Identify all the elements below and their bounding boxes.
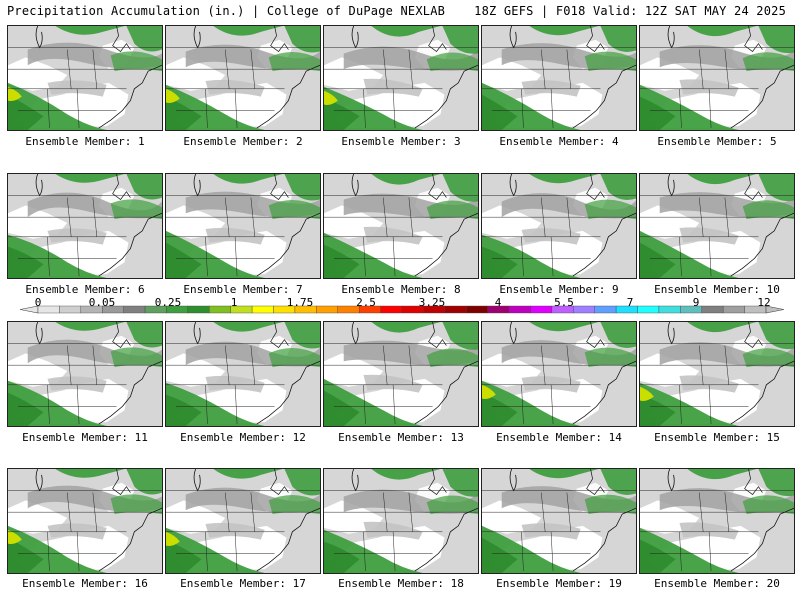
colorbar-tick-label: 1 (230, 296, 238, 309)
ensemble-member-label: Ensemble Member: 12 (180, 431, 306, 444)
ensemble-member-map (165, 173, 321, 279)
ensemble-member-map (323, 173, 479, 279)
ensemble-member-map (7, 321, 163, 427)
colorbar-bin (508, 305, 531, 314)
ensemble-member-map (7, 25, 163, 131)
colorbar-bin (59, 305, 82, 314)
colorbar-bin (444, 305, 467, 314)
colorbar-tick-label: 1.75 (286, 296, 314, 309)
ensemble-member-map (481, 321, 637, 427)
colorbar-bin (466, 305, 488, 314)
model-run-valid-time: 18Z GEFS | F018 Valid: 12Z SAT MAY 24 20… (474, 4, 786, 18)
ensemble-member-label: Ensemble Member: 10 (654, 283, 780, 296)
colorbar-tick-label: 3.25 (418, 296, 446, 309)
ensemble-member-label: Ensemble Member: 19 (496, 577, 622, 590)
colorbar-bin (123, 305, 146, 314)
ensemble-member-label: Ensemble Member: 11 (22, 431, 148, 444)
ensemble-member-label: Ensemble Member: 7 (183, 283, 303, 296)
ensemble-member-map (7, 468, 163, 574)
ensemble-member-map (639, 321, 795, 427)
colorbar-bin (316, 305, 338, 314)
colorbar-tick-label: 4 (494, 296, 502, 309)
ensemble-member-label: Ensemble Member: 14 (496, 431, 622, 444)
ensemble-member-label: Ensemble Member: 16 (22, 577, 148, 590)
ensemble-member-label: Ensemble Member: 13 (338, 431, 464, 444)
ensemble-member-label: Ensemble Member: 17 (180, 577, 306, 590)
ensemble-member-label: Ensemble Member: 1 (25, 135, 145, 148)
colorbar-tick-label: 12 (757, 296, 771, 309)
ensemble-member-label: Ensemble Member: 3 (341, 135, 461, 148)
ensemble-member-map (323, 25, 479, 131)
colorbar-tick-label: 5.5 (554, 296, 574, 309)
ensemble-member-label: Ensemble Member: 2 (183, 135, 303, 148)
ensemble-member-map (7, 173, 163, 279)
ensemble-member-map (165, 321, 321, 427)
map-title: Precipitation Accumulation (in.) | Colle… (7, 4, 446, 18)
colorbar-bin (722, 305, 745, 314)
ensemble-member-map (481, 468, 637, 574)
ensemble-member-label: Ensemble Member: 5 (657, 135, 777, 148)
ensemble-member-map (481, 25, 637, 131)
colorbar-bin (573, 305, 595, 314)
ensemble-member-label: Ensemble Member: 9 (499, 283, 619, 296)
colorbar-tick-label: 9 (692, 296, 700, 309)
ensemble-member-map (165, 25, 321, 131)
ensemble-member-label: Ensemble Member: 6 (25, 283, 145, 296)
colorbar-tick-label: 0.05 (88, 296, 116, 309)
ensemble-member-label: Ensemble Member: 15 (654, 431, 780, 444)
ensemble-member-map (323, 468, 479, 574)
ensemble-member-label: Ensemble Member: 4 (499, 135, 619, 148)
colorbar-bin (658, 305, 681, 314)
colorbar-tick-label: 0.25 (154, 296, 182, 309)
colorbar-bin (251, 305, 274, 314)
ensemble-member-label: Ensemble Member: 8 (341, 283, 461, 296)
colorbar-max-arrow (765, 305, 785, 314)
ensemble-member-map (165, 468, 321, 574)
colorbar-bin (594, 305, 617, 314)
colorbar-tick-label: 2.5 (356, 296, 376, 309)
ensemble-member-map (639, 468, 795, 574)
ensemble-member-map (639, 173, 795, 279)
colorbar-bin (209, 305, 231, 314)
colorbar-bin (701, 305, 724, 314)
colorbar-tick-label: 7 (626, 296, 634, 309)
ensemble-member-map (481, 173, 637, 279)
colorbar-bin (637, 305, 660, 314)
ensemble-member-label: Ensemble Member: 18 (338, 577, 464, 590)
colorbar-bin (187, 305, 210, 314)
colorbar-tick-label: 0 (34, 296, 42, 309)
colorbar-bin (530, 305, 553, 314)
ensemble-member-label: Ensemble Member: 20 (654, 577, 780, 590)
ensemble-member-map (323, 321, 479, 427)
colorbar-bin (380, 305, 403, 314)
precip-colorbar (19, 305, 785, 314)
ensemble-member-map (639, 25, 795, 131)
